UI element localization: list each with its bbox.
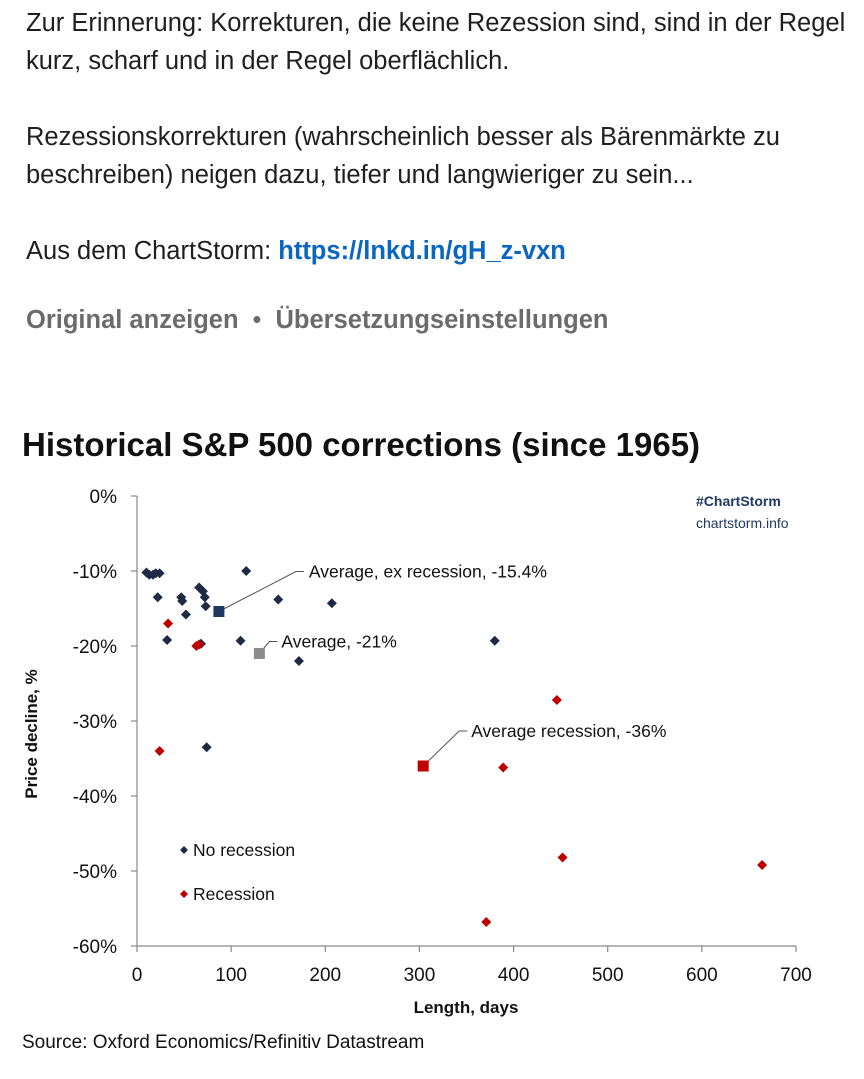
recession-point: [498, 762, 509, 773]
average-recession-label: Average recession, -36%: [471, 721, 666, 741]
chart-source: Source: Oxford Economics/Refinitiv Datas…: [22, 1032, 424, 1053]
x-tick-label: 600: [686, 965, 718, 986]
x-tick-label: 300: [404, 965, 436, 986]
y-tick-label: -30%: [73, 712, 117, 733]
x-tick-label: 0: [132, 965, 143, 986]
legend: No recession Recession: [180, 840, 295, 904]
no-recession-point: [293, 656, 304, 666]
recession-point: [481, 917, 492, 927]
x-tick-label: 500: [592, 965, 624, 986]
no-recession-point: [201, 742, 212, 753]
legend-no-recession-label: No recession: [193, 840, 295, 860]
y-tick-label: -40%: [73, 787, 117, 808]
recession-point: [194, 639, 205, 650]
y-tick-label: -50%: [73, 862, 117, 883]
post-body: Zur Erinnerung: Korrekturen, die keine R…: [26, 4, 846, 335]
no-recession-point: [162, 635, 173, 645]
y-tick-label: 0%: [90, 487, 118, 508]
translation-bar: Original anzeigen • Übersetzungseinstellun…: [26, 306, 846, 335]
post-paragraph-3-prefix: Aus dem ChartStorm:: [26, 237, 279, 265]
legend-recession-marker: [180, 890, 188, 898]
no-recession-point: [154, 568, 165, 579]
average-ex-recession-callout-line: [218, 571, 304, 612]
average-ex-recession-label: Average, ex recession, -15.4%: [309, 562, 547, 582]
y-tick-label: -60%: [73, 937, 117, 958]
watermark-site: chartstorm.info: [696, 515, 789, 531]
watermark-hashtag: #ChartStorm: [696, 493, 781, 509]
average-recession-marker: [417, 760, 429, 772]
no-recession-point: [200, 601, 211, 612]
no-recession-point: [152, 592, 163, 603]
chartstorm-link[interactable]: https://lnkd.in/gH_z-vxn: [278, 237, 566, 265]
no-recession-point: [199, 592, 210, 603]
post-paragraph-1: Zur Erinnerung: Korrekturen, die keine R…: [26, 9, 846, 75]
chart-title: Historical S&P 500 corrections (since 19…: [22, 426, 700, 463]
y-axis-label: Price decline, %: [22, 669, 41, 798]
no-recession-point: [489, 635, 500, 646]
x-tick-label: 400: [498, 965, 530, 986]
average-recession-callout-line: [422, 730, 468, 767]
show-original-button[interactable]: Original anzeigen: [26, 306, 239, 334]
x-tick-label: 200: [309, 965, 341, 986]
no-recession-point: [177, 596, 188, 606]
recession-point: [551, 695, 562, 705]
no-recession-point: [326, 598, 337, 609]
y-tick-label: -10%: [73, 562, 117, 583]
average-all-label: Average, -21%: [281, 632, 396, 652]
average-all-marker: [253, 648, 265, 659]
x-tick-label: 700: [780, 965, 812, 986]
translation-separator: •: [252, 306, 262, 334]
recession-point: [154, 746, 165, 756]
no-recession-point: [180, 609, 191, 620]
translation-settings-button[interactable]: Übersetzungseinstellungen: [275, 306, 609, 334]
average-ex-recession-marker: [213, 606, 225, 617]
y-tick-labels: 0% -10% -20% -30% -40% -50% -60%: [73, 487, 137, 958]
legend-recession-label: Recession: [193, 884, 275, 904]
recession-point: [757, 860, 768, 870]
no-recession-point: [273, 594, 284, 605]
post-paragraph-3: Aus dem ChartStorm: https://lnkd.in/gH_z…: [26, 232, 846, 270]
y-tick-label: -20%: [73, 637, 117, 658]
x-axis-label: Length, days: [414, 998, 519, 1017]
x-tick-labels: 0 100 200 300 400 500 600 700: [132, 946, 812, 986]
sp500-corrections-chart: Historical S&P 500 corrections (since 19…: [22, 426, 812, 1053]
data-points: [141, 566, 768, 927]
recession-point: [163, 618, 174, 629]
legend-no-recession-marker: [180, 846, 188, 854]
x-tick-label: 100: [215, 965, 247, 986]
post-paragraph-2: Rezessionskorrekturen (wahrscheinlich be…: [26, 123, 780, 189]
average-markers: Average, ex recession, -15.4% Average, -2…: [213, 562, 666, 772]
recession-point: [557, 852, 568, 863]
no-recession-point: [241, 566, 252, 576]
no-recession-point: [235, 635, 246, 646]
